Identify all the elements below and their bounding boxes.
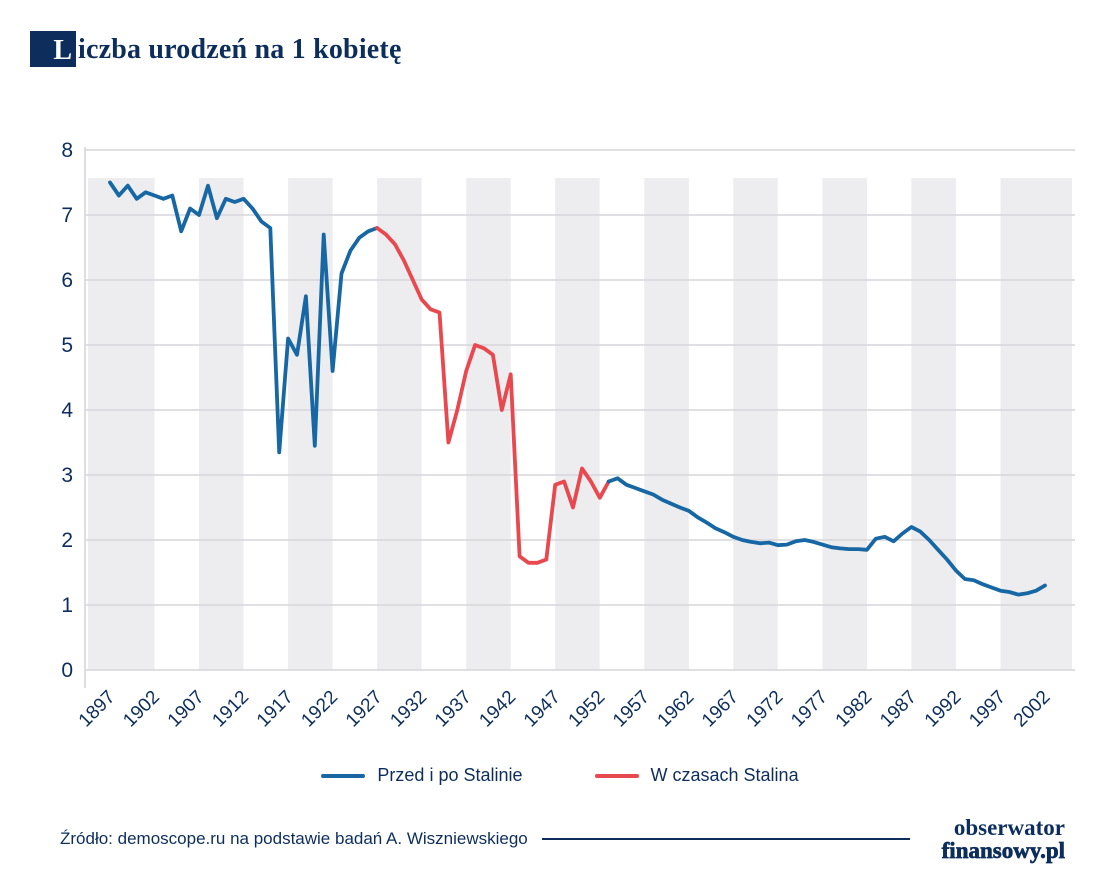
- x-tick-label: 1997: [965, 687, 1010, 732]
- brand-logo-line2: finansowy.pl: [941, 838, 1065, 864]
- x-tick-label: 1952: [565, 687, 610, 732]
- background-band: [1000, 178, 1072, 670]
- x-tick-label: 1927: [342, 687, 387, 732]
- legend-label-red: W czasach Stalina: [650, 765, 799, 785]
- footer-divider: [541, 838, 910, 841]
- y-tick-label: 6: [61, 269, 73, 292]
- x-tick-label: 1967: [698, 687, 743, 732]
- x-tick-label: 1977: [787, 687, 832, 732]
- x-tick-label: 1942: [475, 687, 520, 732]
- x-tick-label: 1987: [876, 687, 921, 732]
- series-line-0-1897-1927: [108, 180, 380, 455]
- x-tick-label: 1902: [119, 687, 164, 732]
- background-band: [644, 178, 689, 670]
- y-tick-label: 8: [61, 139, 73, 162]
- x-tick-label: 1972: [743, 687, 788, 732]
- page-title: iczba urodzeń na 1 kobietę: [78, 34, 402, 65]
- x-tick-label: 1932: [386, 687, 431, 732]
- background-band: [466, 178, 511, 670]
- background-band: [555, 178, 600, 670]
- y-tick-label: 2: [61, 529, 73, 552]
- legend-label-blue: Przed i po Stalinie: [377, 765, 523, 785]
- x-tick-label: 2002: [1010, 687, 1055, 732]
- title-initial-letter: L: [53, 34, 72, 66]
- legend-swatch-blue: [321, 773, 366, 778]
- background-band: [911, 178, 956, 670]
- x-tick-label: 1982: [832, 687, 877, 732]
- y-tick-label: 1: [61, 594, 73, 617]
- y-tick-label: 0: [61, 659, 73, 682]
- legend-swatch-red: [594, 773, 639, 778]
- series-line-1-1927-1953: [375, 226, 611, 565]
- legend-item-red: W czasach Stalina: [594, 765, 799, 786]
- x-tick-label: 1962: [654, 687, 699, 732]
- brand-logo: obserwator finansowy.pl: [941, 815, 1065, 864]
- background-band: [199, 178, 244, 670]
- footer: Źródło: demoscope.ru na podstawie badań …: [60, 815, 1065, 864]
- x-tick-label: 1917: [253, 687, 298, 732]
- background-band: [822, 178, 867, 670]
- x-tick-label: 1937: [431, 687, 476, 732]
- y-tick-label: 7: [61, 204, 73, 227]
- brand-logo-line1: obserwator: [953, 815, 1065, 840]
- x-tick-label: 1912: [208, 687, 253, 732]
- series-line-2-1953-2002: [606, 476, 1047, 597]
- x-tick-label: 1922: [297, 687, 342, 732]
- x-tick-label: 1897: [75, 687, 120, 732]
- background-band: [377, 178, 422, 670]
- background-band: [733, 178, 778, 670]
- background-band: [88, 178, 155, 670]
- x-tick-label: 1957: [609, 687, 654, 732]
- y-tick-label: 4: [61, 399, 73, 422]
- legend-item-blue: Przed i po Stalinie: [321, 765, 523, 786]
- source-note: Źródło: demoscope.ru na podstawie badań …: [60, 829, 528, 849]
- x-tick-label: 1907: [164, 687, 209, 732]
- y-tick-label: 5: [61, 334, 73, 357]
- title-initial-box: L: [30, 31, 76, 67]
- x-tick-label: 1947: [520, 687, 565, 732]
- header: L iczba urodzeń na 1 kobietę: [30, 31, 402, 67]
- x-tick-label: 1992: [921, 687, 966, 732]
- chart-legend: Przed i po Stalinie W czasach Stalina: [0, 765, 1120, 786]
- y-tick-label: 3: [61, 464, 73, 487]
